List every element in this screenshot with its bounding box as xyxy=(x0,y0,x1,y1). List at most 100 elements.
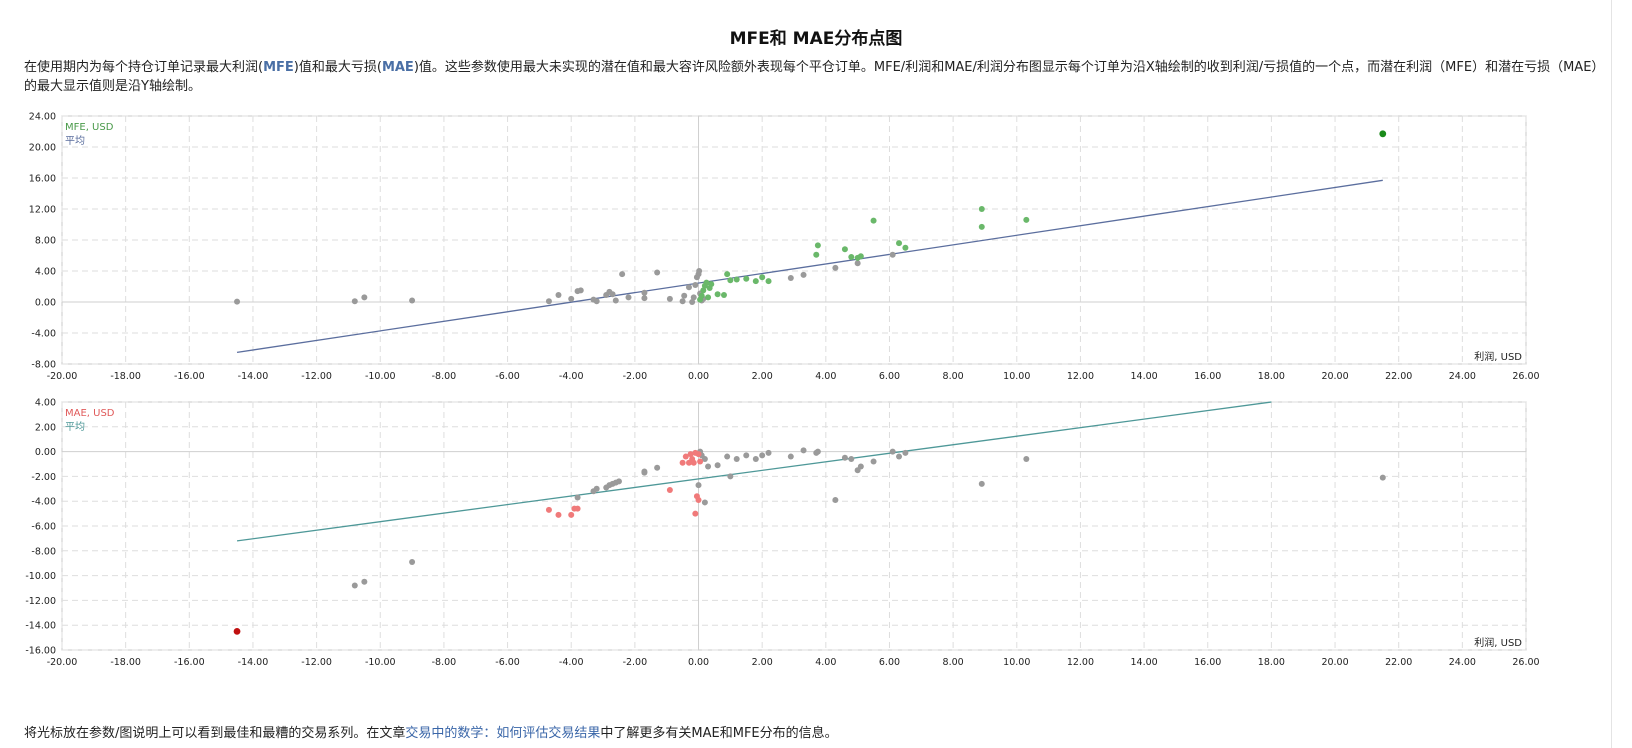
mae-loss-point xyxy=(679,459,686,466)
mfe-loss-point xyxy=(351,298,358,305)
mae-loss-point xyxy=(690,459,697,466)
mfe-loss-point xyxy=(685,284,692,291)
mae-neutral-point xyxy=(701,499,708,506)
mae-loss-point xyxy=(695,451,702,458)
mfe-loss-point xyxy=(409,297,416,304)
mae-legend-average: 平均 xyxy=(65,421,85,433)
mfe-average-line xyxy=(236,179,1383,354)
mae-x-tick-label: -2.00 xyxy=(623,657,648,668)
description-text: 在使用期内为每个持仓订单记录最大利润(MFE)值和最大亏损(MAE)值。这些参数… xyxy=(24,58,1609,96)
mfe-profit-point xyxy=(1023,216,1030,223)
mfe-profit-point xyxy=(733,276,740,283)
mfe-loss-point xyxy=(361,294,368,301)
mae-neutral-point xyxy=(351,582,358,589)
mae-x-tick-label: 6.00 xyxy=(879,657,900,668)
mfe-legend-average: 平均 xyxy=(65,135,85,147)
mae-neutral-point xyxy=(752,456,759,463)
mfe-x-tick-label: 10.00 xyxy=(1003,371,1030,382)
mfe-x-tick-label: 12.00 xyxy=(1067,371,1094,382)
mfe-loss-point xyxy=(666,295,673,302)
mae-neutral-point xyxy=(848,456,855,463)
mae-neutral-point xyxy=(733,456,740,463)
footer-suffix: 中了解更多有关MAE和MFE分布的信息。 xyxy=(600,726,838,741)
mfe-profit-point xyxy=(700,287,707,294)
mfe-profit-point xyxy=(752,278,759,285)
mfe-y-tick-label: 8.00 xyxy=(35,236,56,247)
mae-neutral-point xyxy=(1023,456,1030,463)
mfe-x-tick-label: 20.00 xyxy=(1321,371,1348,382)
mae-neutral-point xyxy=(593,485,600,492)
mfe-term[interactable]: MFE xyxy=(263,60,294,75)
mfe-loss-point xyxy=(679,298,686,305)
mfe-x-tick-label: 16.00 xyxy=(1194,371,1221,382)
mae-neutral-point xyxy=(1379,474,1386,481)
mfe-x-tick-label: -16.00 xyxy=(174,371,205,382)
mae-loss-point xyxy=(571,505,578,512)
mfe-x-tick-label: 4.00 xyxy=(815,371,836,382)
mfe-loss-point xyxy=(234,298,241,305)
mfe-scatter-chart: -20.00 -18.00 -16.00 -14.00 -12.00 -10.00 -8.0… xyxy=(29,112,1540,383)
mfe-x-tick-label: -2.00 xyxy=(623,371,648,382)
mfe-loss-point xyxy=(681,292,688,299)
mae-loss-point xyxy=(568,511,575,518)
mae-x-tick-label: 14.00 xyxy=(1130,657,1157,668)
mfe-profit-point xyxy=(698,292,705,299)
mae-x-tick-label: -16.00 xyxy=(174,657,205,668)
mfe-loss-point xyxy=(612,297,619,304)
mae-neutral-point xyxy=(409,558,416,565)
mfe-loss-point xyxy=(696,268,703,274)
mae-worst-trade-point xyxy=(233,628,241,635)
mfe-profit-point xyxy=(813,251,820,258)
mfe-x-tick-label: -10.00 xyxy=(365,371,396,382)
mae-x-tick-label: 16.00 xyxy=(1194,657,1221,668)
mfe-y-tick-label: 16.00 xyxy=(29,174,56,185)
mfe-loss-point xyxy=(832,264,839,271)
mfe-x-tick-label: 8.00 xyxy=(943,371,964,382)
mfe-x-tick-label: -4.00 xyxy=(559,371,584,382)
page-title: MFE和 MAE分布点图 xyxy=(729,29,903,49)
mae-term[interactable]: MAE xyxy=(381,60,414,75)
mae-neutral-point xyxy=(574,494,581,501)
mae-x-tick-label: 24.00 xyxy=(1449,657,1476,668)
mfe-y-tick-label: 24.00 xyxy=(29,112,56,123)
mfe-profit-point xyxy=(978,206,985,212)
mae-x-tick-label: 0.00 xyxy=(688,657,709,668)
mfe-x-tick-label: -20.00 xyxy=(47,371,78,382)
footer-note: 将光标放在参数/图说明上可以看到最佳和最糟的交易系列。在文章交易中的数学：如何评… xyxy=(24,722,838,741)
mae-neutral-point xyxy=(832,496,839,503)
mae-x-tick-label: 20.00 xyxy=(1321,657,1348,668)
mfe-y-tick-label: -8.00 xyxy=(31,360,56,371)
mae-x-tick-label: -14.00 xyxy=(238,657,269,668)
mae-neutral-point xyxy=(889,448,896,455)
mae-neutral-point xyxy=(654,464,661,471)
mae-x-tick-label: 8.00 xyxy=(943,657,964,668)
mae-x-tick-label: 22.00 xyxy=(1385,657,1412,668)
mae-neutral-point xyxy=(787,453,794,460)
mae-neutral-point xyxy=(978,480,985,487)
mae-neutral-point xyxy=(870,458,877,465)
mae-loss-point xyxy=(687,451,694,458)
mae-x-tick-label: -10.00 xyxy=(365,657,396,668)
mfe-y-tick-label: 12.00 xyxy=(29,205,56,216)
mae-y-tick-label: -6.00 xyxy=(31,522,56,533)
mfe-profit-point xyxy=(902,244,909,251)
mfe-x-tick-label: -6.00 xyxy=(495,371,520,382)
mfe-loss-point xyxy=(568,295,575,302)
mae-y-tick-label: -4.00 xyxy=(31,497,56,508)
mfe-loss-point xyxy=(654,269,661,276)
mae-neutral-point xyxy=(857,463,864,470)
mfe-profit-point xyxy=(720,292,727,299)
mfe-profit-point xyxy=(727,277,734,284)
mae-neutral-point xyxy=(743,452,750,459)
article-link[interactable]: 交易中的数学：如何评估交易结果 xyxy=(405,726,601,741)
mfe-profit-point xyxy=(743,275,750,282)
mfe-loss-point xyxy=(641,295,648,302)
mae-neutral-point xyxy=(727,473,734,480)
mae-y-tick-label: -10.00 xyxy=(25,571,56,582)
mae-neutral-point xyxy=(701,456,708,463)
mae-x-axis-label: 利润, USD xyxy=(1474,636,1522,649)
mfe-loss-point xyxy=(854,260,861,267)
mae-neutral-point xyxy=(361,578,368,585)
description-prefix: 在使用期内为每个持仓订单记录最大利润( xyxy=(24,60,264,75)
